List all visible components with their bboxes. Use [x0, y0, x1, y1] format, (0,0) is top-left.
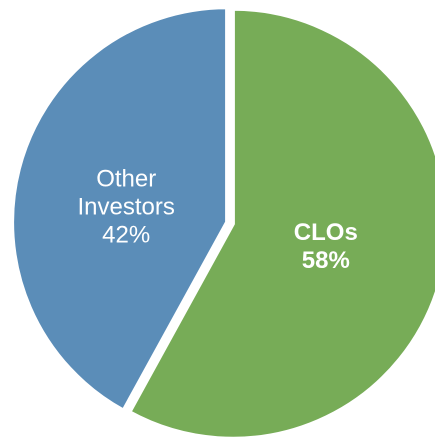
value-label: 58% [302, 247, 350, 274]
category-label: CLOs [294, 219, 358, 246]
category-label: Other Investors [78, 166, 175, 221]
pie-slice [10, 5, 230, 414]
category-label-line: Other [96, 166, 156, 193]
value-label: 42% [102, 222, 150, 249]
pie-slice [126, 6, 435, 437]
category-label-line: Investors [78, 194, 175, 221]
